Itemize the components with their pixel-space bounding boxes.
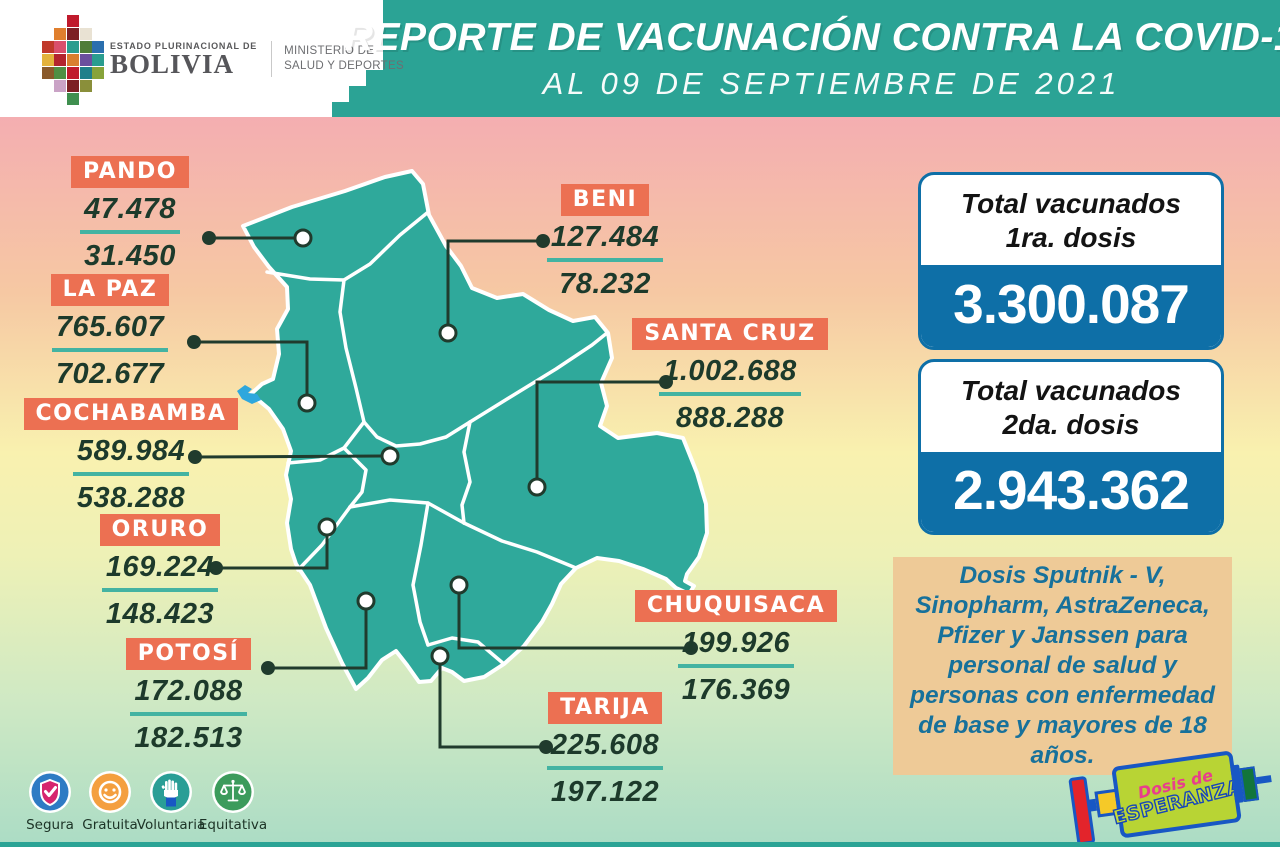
header-bar: ESTADO PLURINACIONAL DE BOLIVIA MINISTER… — [0, 0, 1280, 117]
dose1-value: 169.224 — [85, 551, 235, 592]
department-label: BENI — [560, 184, 650, 216]
department-beni: BENI 127.484 78.232 — [530, 184, 680, 301]
principle-equitativa: Equitativa — [193, 770, 273, 833]
department-label: PANDO — [70, 156, 189, 188]
dose2-value: 176.369 — [681, 674, 791, 706]
dose1-value: 589.984 — [20, 435, 242, 476]
bottom-teal-bar — [0, 842, 1280, 847]
department-santa-cruz: SANTA CRUZ 1.002.688 888.288 — [616, 318, 844, 435]
department-oruro: ORURO 169.224 148.423 — [85, 514, 235, 631]
dose1-value: 225.608 — [530, 729, 680, 770]
department-label: COCHABAMBA — [23, 398, 239, 430]
bolivia-mosaic-cross-icon — [42, 15, 104, 105]
principle-label: Voluntaria — [136, 817, 206, 833]
principle-gratuita: Gratuita — [70, 770, 150, 833]
logo-text-block: ESTADO PLURINACIONAL DE BOLIVIA — [110, 41, 257, 78]
syringe-needle — [1255, 775, 1272, 785]
bolivia-map — [187, 169, 709, 754]
dose2-value: 888.288 — [675, 402, 785, 434]
department-tarija: TARIJA 225.608 197.122 — [530, 692, 680, 809]
dose2-value: 78.232 — [559, 268, 651, 300]
department-borders — [265, 211, 609, 666]
dose1-value: 127.484 — [530, 221, 680, 262]
total-dose1-card: Total vacunados 1ra. dosis 3.300.087 — [918, 172, 1224, 350]
dose2-value: 702.677 — [55, 358, 165, 390]
dose2-value: 182.513 — [134, 722, 243, 754]
total-dose1-label: Total vacunados 1ra. dosis — [961, 188, 1181, 254]
dose1-value: 47.478 — [40, 193, 220, 234]
vaccine-note-text: Dosis Sputnik - V, Sinopharm, AstraZenec… — [910, 561, 1215, 770]
report-title: REPORTE DE VACUNACIÓN CONTRA LA COVID-19 — [344, 15, 1280, 59]
smiley-icon — [89, 771, 131, 813]
dose1-value: 765.607 — [25, 311, 195, 352]
raised-hand-icon — [150, 771, 192, 813]
balance-scale-icon — [212, 771, 254, 813]
map-location-dots — [293, 228, 547, 666]
principle-voluntaria: Voluntaria — [131, 770, 211, 833]
department-label: POTOSÍ — [125, 638, 252, 670]
dose2-value: 197.122 — [550, 776, 660, 808]
dose2-value: 148.423 — [105, 598, 215, 630]
principle-label: Equitativa — [198, 817, 268, 833]
department-label: CHUQUISACA — [634, 590, 838, 622]
department-label: SANTA CRUZ — [632, 318, 828, 350]
leader-lines — [194, 236, 691, 749]
report-date: AL 09 DE SEPTIEMBRE DE 2021 — [542, 65, 1121, 101]
logo-divider — [271, 41, 273, 77]
department-label: LA PAZ — [50, 274, 170, 306]
shield-check-icon — [29, 771, 71, 813]
department-cochabamba: COCHABAMBA 589.984 538.288 — [20, 398, 242, 515]
dose1-value: 199.926 — [622, 627, 850, 668]
department-la-paz: LA PAZ 765.607 702.677 — [25, 274, 195, 391]
ministry-name: MINISTERIO DE SALUD Y DEPORTES — [284, 45, 404, 72]
total-dose2-value: 2.943.362 — [921, 452, 1221, 532]
label-end-dots — [187, 231, 698, 754]
dose1-value: 1.002.688 — [616, 355, 844, 396]
dose1-value: 172.088 — [106, 675, 271, 716]
dose2-value: 31.450 — [84, 240, 176, 272]
vaccine-note-box: Dosis Sputnik - V, Sinopharm, AstraZenec… — [893, 557, 1232, 775]
department-chuquisaca: CHUQUISACA 199.926 176.369 — [622, 590, 850, 707]
bolivia-state-logo: ESTADO PLURINACIONAL DE BOLIVIA MINISTER… — [42, 13, 404, 105]
lake-titicaca — [237, 385, 261, 404]
total-dose2-label: Total vacunados 2da. dosis — [961, 375, 1181, 441]
department-potosi: POTOSÍ 172.088 182.513 — [106, 638, 271, 755]
principle-segura: Segura — [10, 770, 90, 833]
logo-estado-text: ESTADO PLURINACIONAL DE — [110, 40, 258, 51]
content-area: PANDO 47.478 31.450 LA PAZ 765.607 702.6… — [0, 117, 1280, 847]
department-label: ORURO — [99, 514, 221, 546]
total-dose1-value: 3.300.087 — [921, 265, 1221, 347]
department-pando: PANDO 47.478 31.450 — [40, 156, 220, 273]
principle-label: Gratuita — [82, 817, 138, 833]
principle-label: Segura — [26, 817, 74, 833]
logo-country-text: BOLIVIA — [110, 48, 235, 79]
total-dose2-card: Total vacunados 2da. dosis 2.943.362 — [918, 359, 1224, 535]
department-label: TARIJA — [548, 692, 662, 724]
dose2-value: 538.288 — [76, 482, 186, 514]
title-block: REPORTE DE VACUNACIÓN CONTRA LA COVID-19… — [345, 0, 1280, 117]
syringe-body: Dosis de ESPERANZA — [1110, 750, 1245, 839]
